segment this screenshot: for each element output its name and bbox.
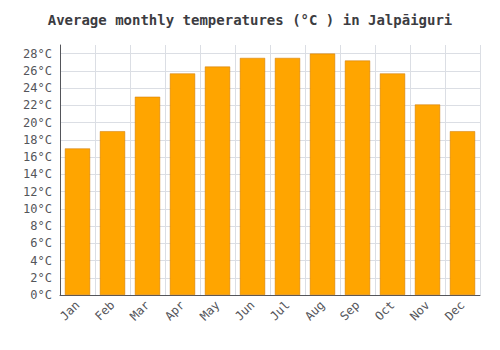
svg-text:Mar: Mar — [127, 298, 152, 323]
svg-text:12°C: 12°C — [23, 185, 52, 199]
svg-text:Dec: Dec — [442, 298, 467, 323]
svg-text:10°C: 10°C — [23, 202, 52, 216]
svg-text:8°C: 8°C — [30, 219, 52, 233]
svg-text:May: May — [197, 298, 222, 323]
svg-text:20°C: 20°C — [23, 116, 52, 130]
svg-text:Jan: Jan — [57, 298, 82, 323]
svg-text:24°C: 24°C — [23, 81, 52, 95]
svg-text:6°C: 6°C — [30, 236, 52, 250]
svg-text:Jun: Jun — [232, 298, 257, 323]
svg-text:22°C: 22°C — [23, 98, 52, 112]
svg-text:2°C: 2°C — [30, 271, 52, 285]
svg-text:Nov: Nov — [407, 298, 432, 323]
svg-text:28°C: 28°C — [23, 47, 52, 61]
svg-text:4°C: 4°C — [30, 254, 52, 268]
svg-text:Feb: Feb — [92, 298, 117, 323]
svg-text:Average monthly temperatures (: Average monthly temperatures (°C ) in Ja… — [48, 12, 453, 28]
svg-text:Jul: Jul — [267, 298, 292, 323]
svg-text:0°C: 0°C — [30, 288, 52, 302]
svg-text:Oct: Oct — [372, 298, 397, 323]
svg-text:18°C: 18°C — [23, 133, 52, 147]
svg-text:16°C: 16°C — [23, 150, 52, 164]
svg-text:14°C: 14°C — [23, 167, 52, 181]
svg-text:Sep: Sep — [337, 298, 362, 323]
svg-text:Aug: Aug — [302, 298, 327, 323]
svg-text:26°C: 26°C — [23, 64, 52, 78]
svg-text:Apr: Apr — [162, 298, 187, 323]
